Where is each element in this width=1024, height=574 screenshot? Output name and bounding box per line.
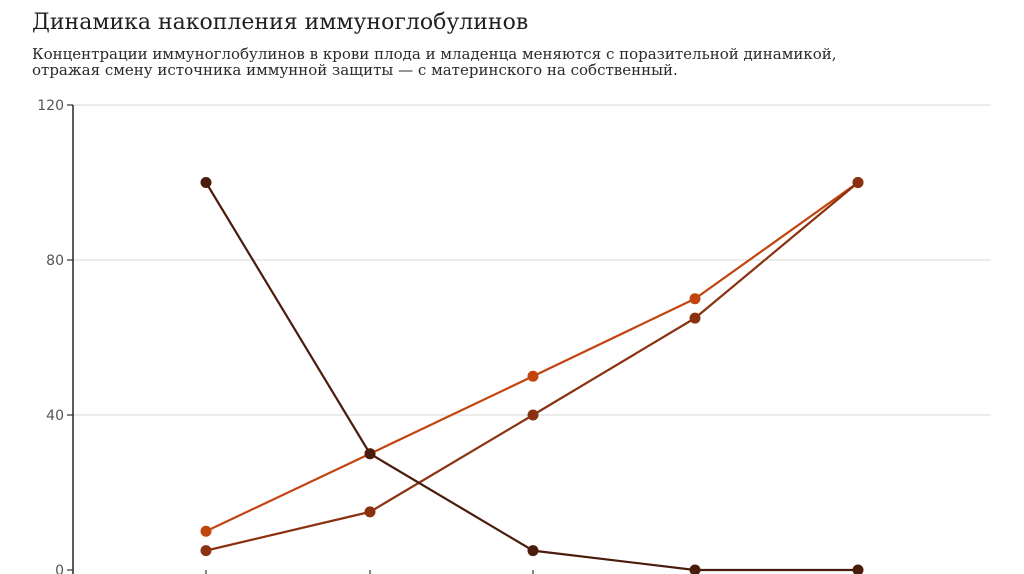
data-point-series-2 xyxy=(364,506,376,518)
data-point-series-1 xyxy=(689,293,701,305)
data-point-series-2 xyxy=(527,409,539,421)
y-tick-label: 40 xyxy=(46,408,64,424)
subtitle-line-2: отражая смену источника иммунной защиты … xyxy=(32,61,678,79)
data-point-series-2 xyxy=(200,545,212,557)
data-point-series-2 xyxy=(852,177,864,188)
subtitle-line-1: Концентрации иммуноглобулинов в крови пл… xyxy=(32,45,837,63)
chart-subtitle: Концентрации иммуноглобулинов в крови пл… xyxy=(32,46,932,78)
data-point-series-3 xyxy=(527,545,539,557)
series-line-2 xyxy=(205,181,859,552)
data-point-series-1 xyxy=(527,370,539,382)
data-point-series-3 xyxy=(689,564,701,574)
data-point-series-2 xyxy=(689,312,701,324)
chart-title: Динамика накопления иммуноглобулинов xyxy=(32,10,529,35)
y-axis: 0 40 80 120 xyxy=(37,98,74,574)
y-tick-label: 80 xyxy=(46,253,64,269)
series-group xyxy=(200,177,864,574)
y-tick-label: 120 xyxy=(37,98,64,114)
series-line-1 xyxy=(205,181,859,533)
data-point-series-3 xyxy=(200,177,212,188)
data-point-series-3 xyxy=(364,448,376,460)
y-tick-label: 0 xyxy=(55,563,64,574)
data-point-series-3 xyxy=(852,564,864,574)
data-point-series-1 xyxy=(200,525,212,537)
grid-lines xyxy=(73,104,991,416)
